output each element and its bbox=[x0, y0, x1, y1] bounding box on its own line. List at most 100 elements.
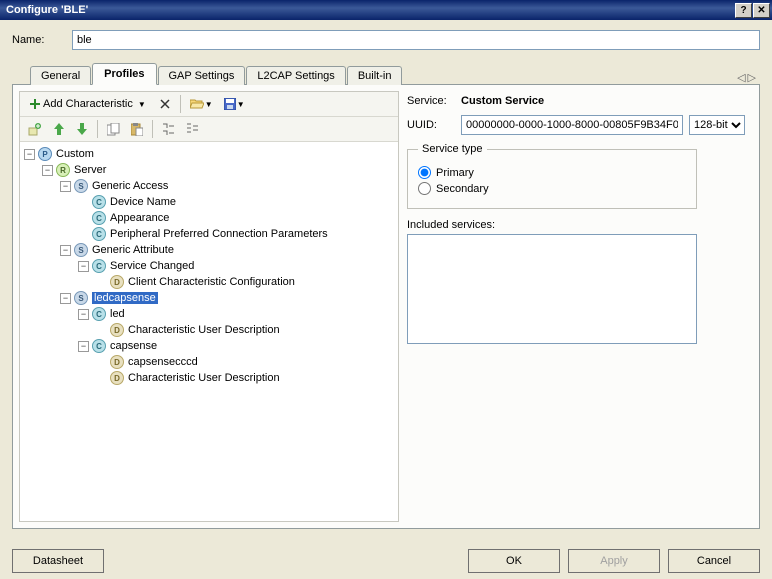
expander-icon[interactable]: − bbox=[78, 341, 89, 352]
add-characteristic-button[interactable]: Add Characteristic ▼ bbox=[24, 94, 152, 114]
save-icon bbox=[224, 98, 236, 110]
folder-open-icon bbox=[190, 98, 204, 110]
included-services-label: Included services: bbox=[407, 219, 745, 231]
plus-icon bbox=[30, 99, 40, 109]
toolbar-secondary bbox=[20, 117, 398, 142]
tree-node[interactable]: C Peripheral Preferred Connection Paramet… bbox=[22, 226, 396, 242]
node-label[interactable]: Server bbox=[74, 164, 106, 176]
delete-icon bbox=[160, 99, 170, 109]
close-button[interactable]: ✕ bbox=[753, 3, 770, 18]
help-button[interactable]: ? bbox=[735, 3, 752, 18]
node-label[interactable]: ledcapsense bbox=[92, 292, 158, 304]
toolbar-primary: Add Characteristic ▼ ▼ ▼ bbox=[20, 92, 398, 117]
expander-icon[interactable]: − bbox=[60, 293, 71, 304]
expander-icon[interactable]: − bbox=[78, 309, 89, 320]
tree-node[interactable]: D Characteristic User Description bbox=[22, 322, 396, 338]
delete-button[interactable] bbox=[155, 94, 175, 114]
secondary-radio[interactable] bbox=[418, 182, 431, 195]
tree-node[interactable]: C Device Name bbox=[22, 194, 396, 210]
node-badge-icon: D bbox=[110, 371, 124, 385]
service-name: Custom Service bbox=[461, 95, 544, 107]
node-label[interactable]: capsensecccd bbox=[128, 356, 198, 368]
tree-node[interactable]: CAppearance bbox=[22, 210, 396, 226]
service-label: Service: bbox=[407, 95, 455, 107]
node-label[interactable]: Generic Access bbox=[92, 180, 168, 192]
tree-node[interactable]: D Client Characteristic Configuration bbox=[22, 274, 396, 290]
name-input[interactable] bbox=[72, 30, 760, 50]
node-label[interactable]: Characteristic User Description bbox=[128, 372, 280, 384]
tree-node[interactable]: D Characteristic User Description bbox=[22, 370, 396, 386]
tab-bar: General Profiles GAP Settings L2CAP Sett… bbox=[12, 62, 760, 85]
primary-radio[interactable] bbox=[418, 166, 431, 179]
tab-built-in[interactable]: Built-in bbox=[347, 66, 403, 85]
node-label[interactable]: Appearance bbox=[110, 212, 169, 224]
ok-button[interactable]: OK bbox=[468, 549, 560, 573]
tab-prev-icon[interactable]: ◁ bbox=[737, 71, 745, 84]
add-item-icon bbox=[28, 122, 42, 136]
node-label[interactable]: Peripheral Preferred Connection Paramete… bbox=[110, 228, 328, 240]
node-badge-icon: P bbox=[38, 147, 52, 161]
primary-label: Primary bbox=[436, 167, 474, 179]
apply-button[interactable]: Apply bbox=[568, 549, 660, 573]
arrow-up-icon bbox=[54, 123, 64, 135]
node-badge-icon: C bbox=[92, 339, 106, 353]
uuid-label: UUID: bbox=[407, 119, 455, 131]
tab-gap-settings[interactable]: GAP Settings bbox=[158, 66, 246, 85]
expander-icon[interactable]: − bbox=[60, 245, 71, 256]
open-folder-button[interactable]: ▼ bbox=[186, 94, 217, 114]
uuid-width-select[interactable]: 128-bit bbox=[689, 115, 745, 135]
expander-icon[interactable]: − bbox=[24, 149, 35, 160]
add-item-button[interactable] bbox=[24, 119, 46, 139]
node-badge-icon: C bbox=[92, 307, 106, 321]
node-label[interactable]: Characteristic User Description bbox=[128, 324, 280, 336]
node-label[interactable]: Service Changed bbox=[110, 260, 194, 272]
profile-tree[interactable]: −PCustom−RServer−SGeneric AccessCDevice … bbox=[20, 142, 398, 521]
node-badge-icon: S bbox=[74, 179, 88, 193]
node-label[interactable]: Device Name bbox=[110, 196, 176, 208]
tree-node[interactable]: −S Generic Access bbox=[22, 178, 396, 194]
tab-profiles[interactable]: Profiles bbox=[92, 63, 156, 85]
copy-button[interactable] bbox=[103, 119, 124, 139]
service-type-group: Service type Primary Secondary bbox=[407, 143, 697, 209]
tree-node[interactable]: −Cled bbox=[22, 306, 396, 322]
move-down-button[interactable] bbox=[72, 119, 92, 139]
tree-node[interactable]: −Ccapsense bbox=[22, 338, 396, 354]
add-char-label: Add Characteristic bbox=[43, 98, 133, 110]
tab-l2cap-settings[interactable]: L2CAP Settings bbox=[246, 66, 345, 85]
collapse-all-button[interactable] bbox=[182, 119, 203, 139]
node-label[interactable]: Client Characteristic Configuration bbox=[128, 276, 295, 288]
uuid-input[interactable] bbox=[461, 115, 683, 135]
tab-next-icon[interactable]: ▷ bbox=[748, 71, 756, 84]
node-badge-icon: C bbox=[92, 195, 106, 209]
expander-icon[interactable]: − bbox=[78, 261, 89, 272]
cancel-button[interactable]: Cancel bbox=[668, 549, 760, 573]
tree-node[interactable]: −Sledcapsense bbox=[22, 290, 396, 306]
datasheet-button[interactable]: Datasheet bbox=[12, 549, 104, 573]
tree-node[interactable]: −SGeneric Attribute bbox=[22, 242, 396, 258]
tree-node[interactable]: Dcapsensecccd bbox=[22, 354, 396, 370]
expand-tree-icon bbox=[162, 123, 175, 136]
node-label[interactable]: capsense bbox=[110, 340, 157, 352]
expand-all-button[interactable] bbox=[158, 119, 179, 139]
included-services-list[interactable] bbox=[407, 234, 697, 344]
paste-button[interactable] bbox=[127, 119, 147, 139]
node-label[interactable]: Custom bbox=[56, 148, 94, 160]
service-type-legend: Service type bbox=[418, 143, 487, 155]
expander-icon[interactable]: − bbox=[42, 165, 53, 176]
dropdown-arrow-icon: ▼ bbox=[138, 100, 146, 109]
move-up-button[interactable] bbox=[49, 119, 69, 139]
expander-icon[interactable]: − bbox=[60, 181, 71, 192]
node-label[interactable]: Generic Attribute bbox=[92, 244, 174, 256]
tree-node[interactable]: −CService Changed bbox=[22, 258, 396, 274]
dropdown-arrow-icon: ▼ bbox=[205, 100, 213, 109]
node-badge-icon: D bbox=[110, 275, 124, 289]
node-badge-icon: D bbox=[110, 323, 124, 337]
tree-node[interactable]: −RServer bbox=[22, 162, 396, 178]
tab-general[interactable]: General bbox=[30, 66, 91, 85]
node-label[interactable]: led bbox=[110, 308, 125, 320]
copy-icon bbox=[107, 123, 120, 136]
node-badge-icon: C bbox=[92, 227, 106, 241]
tree-node[interactable]: −P Custom bbox=[22, 146, 396, 162]
window-title: Configure 'BLE' bbox=[6, 4, 734, 16]
save-button[interactable]: ▼ bbox=[220, 94, 249, 114]
